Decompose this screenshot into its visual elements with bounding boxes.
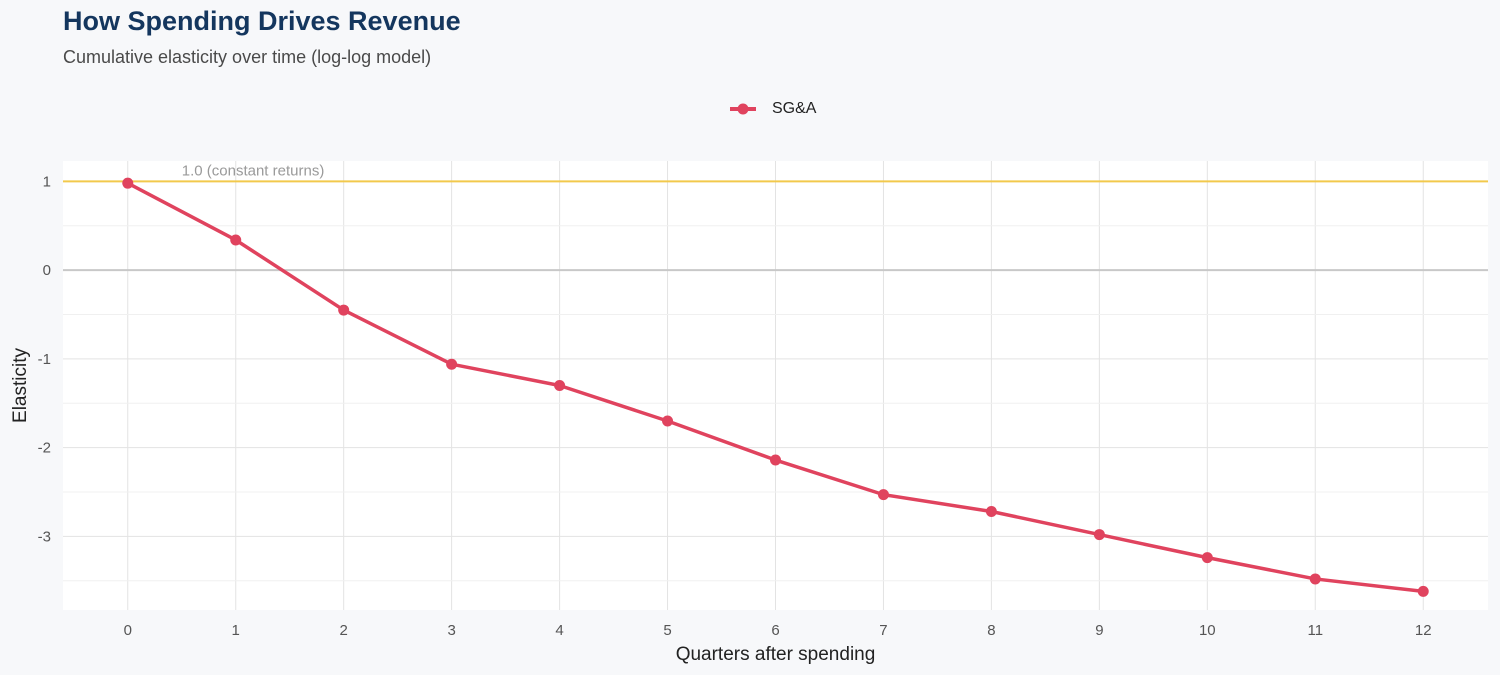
chart-title: How Spending Drives Revenue [63, 6, 461, 36]
data-point [446, 358, 458, 370]
x-tick-label: 1 [232, 622, 240, 639]
x-tick-label: 7 [879, 622, 887, 639]
y-tick-label: 1 [43, 173, 51, 190]
x-tick-label: 6 [771, 622, 779, 639]
reference-line-label: 1.0 (constant returns) [182, 162, 325, 179]
x-tick-label: 3 [447, 622, 455, 639]
data-point [338, 304, 350, 316]
x-tick-label: 11 [1307, 622, 1323, 639]
x-tick-label: 12 [1415, 622, 1432, 639]
data-point [122, 177, 134, 189]
data-point [554, 380, 566, 391]
y-tick-label: -1 [38, 351, 51, 368]
data-point [985, 506, 997, 518]
y-tick-label: -3 [38, 528, 51, 545]
x-tick-label: 8 [987, 622, 995, 639]
x-axis-title: Quarters after spending [676, 644, 876, 665]
data-point [877, 489, 889, 501]
data-point [1417, 585, 1429, 597]
data-point [770, 454, 781, 466]
x-tick-label: 9 [1095, 622, 1103, 639]
y-tick-label: 0 [43, 262, 51, 279]
data-point [1201, 552, 1213, 564]
data-point [1309, 573, 1321, 585]
x-tick-label: 5 [663, 622, 671, 639]
x-tick-label: 10 [1199, 622, 1216, 639]
y-tick-label: -2 [38, 440, 51, 457]
x-tick-label: 4 [555, 622, 563, 639]
y-axis-title: Elasticity [10, 348, 31, 423]
legend-swatch-sga [730, 103, 756, 115]
legend: SG&A [730, 99, 816, 119]
data-point [1093, 529, 1105, 541]
x-tick-label: 2 [340, 622, 348, 639]
data-point [662, 415, 674, 427]
data-point [230, 234, 242, 246]
x-tick-label: 0 [124, 622, 132, 639]
legend-label-sga: SG&A [772, 100, 817, 117]
chart-subtitle: Cumulative elasticity over time (log-log… [63, 47, 432, 67]
